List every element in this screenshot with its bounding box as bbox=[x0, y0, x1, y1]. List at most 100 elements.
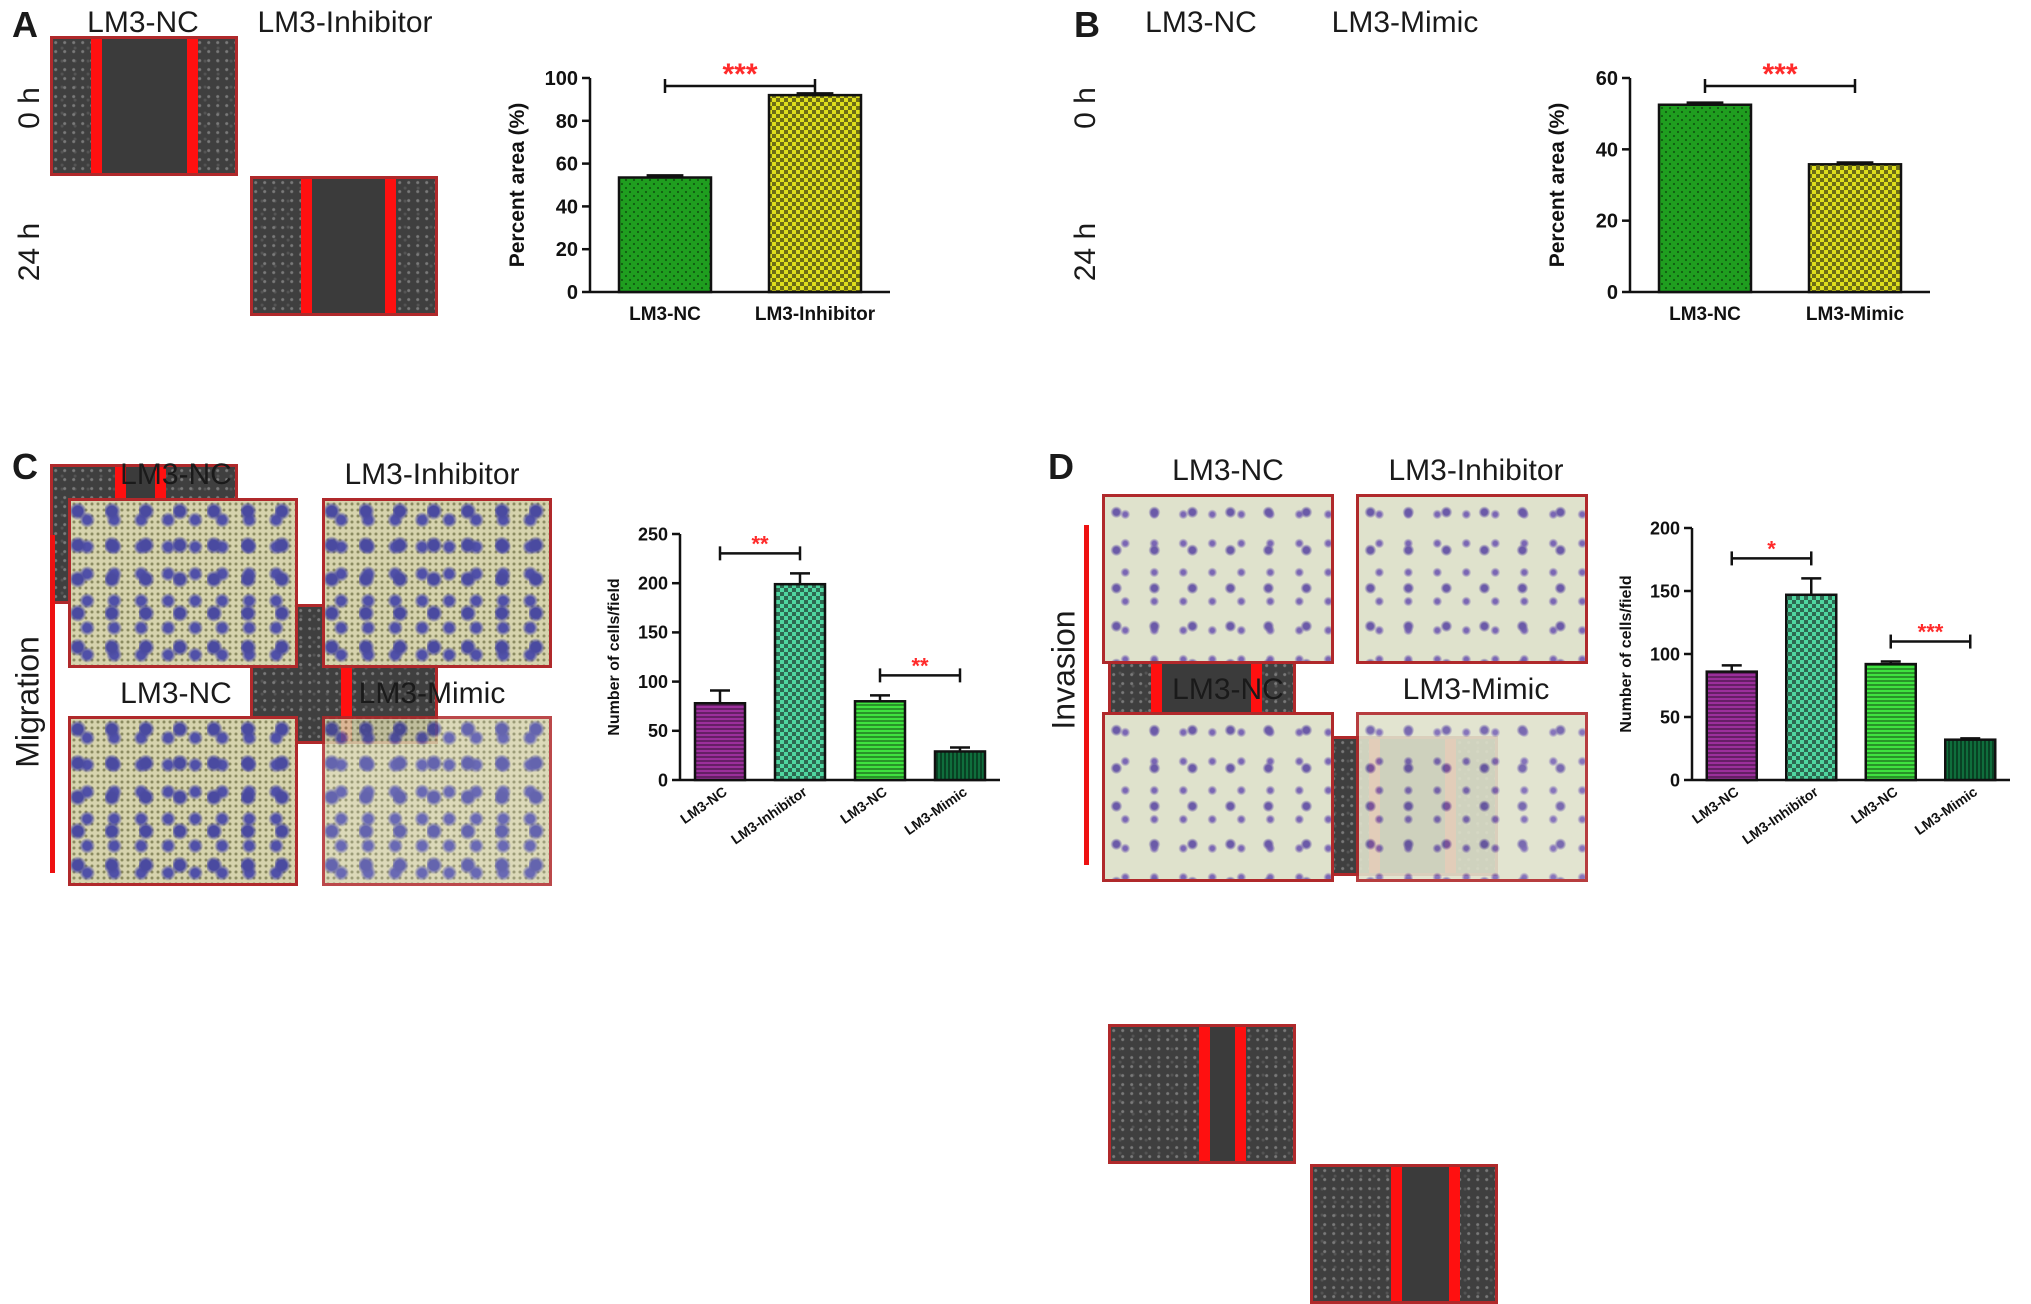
y-tick-label: 40 bbox=[1596, 139, 1618, 161]
y-tick-label: 50 bbox=[648, 721, 668, 741]
scratch-image-a-inhibitor-0h bbox=[250, 176, 438, 316]
y-tick-label: 200 bbox=[638, 574, 668, 594]
bar bbox=[1864, 662, 1917, 782]
y-tick-label: 20 bbox=[556, 239, 578, 261]
migration-image-inhibitor bbox=[322, 498, 552, 668]
wound-edge-line bbox=[301, 179, 312, 313]
invasion-image-nc-bottom bbox=[1102, 712, 1334, 882]
panel-b-col-label-nc: LM3-NC bbox=[1145, 6, 1257, 39]
y-tick-label: 150 bbox=[638, 623, 668, 643]
y-tick-label: 50 bbox=[1660, 707, 1680, 727]
bar bbox=[693, 701, 747, 782]
chart-c-migration: 0 50 100 150 200 250 Number of cells/field LM3-… bbox=[606, 524, 1000, 847]
panel-letter-d: D bbox=[1048, 446, 1074, 487]
wound-edge-line bbox=[1391, 1167, 1402, 1301]
wound-edge-line bbox=[385, 179, 396, 313]
x-tick-label: LM3-NC bbox=[1669, 304, 1741, 325]
panel-c-col-label-bottom-nc: LM3-NC bbox=[120, 677, 232, 710]
invasion-image-inhibitor bbox=[1356, 494, 1588, 664]
y-tick-label: 20 bbox=[1596, 211, 1618, 233]
y-tick-label: 150 bbox=[1650, 581, 1680, 601]
wound-edge-line bbox=[341, 607, 352, 741]
significance-label: *** bbox=[1762, 58, 1797, 91]
panel-c-col-label-top-inhibitor: LM3-Inhibitor bbox=[344, 458, 520, 491]
panel-a-col-label-nc: LM3-NC bbox=[87, 6, 199, 39]
significance-label: *** bbox=[722, 58, 757, 91]
bar bbox=[1807, 163, 1903, 294]
y-tick-label: 80 bbox=[556, 111, 578, 133]
x-tick-label: LM3-Mimic bbox=[1912, 783, 1981, 838]
panel-d-side-bar bbox=[1084, 525, 1089, 865]
panel-c-side-bar bbox=[50, 535, 55, 873]
y-tick-label: 0 bbox=[1670, 770, 1680, 790]
panel-a-row-label-24h: 24 h bbox=[13, 222, 46, 282]
panel-d-col-label-top-nc: LM3-NC bbox=[1172, 454, 1284, 487]
invasion-image-nc-top bbox=[1102, 494, 1334, 664]
chart-a-percent-area: 0 20 40 60 80 100 Percent area (%) LM3-NC LM3-In… bbox=[506, 58, 890, 325]
y-tick-label: 0 bbox=[658, 770, 668, 790]
wound-edge-line bbox=[1251, 599, 1262, 733]
x-tick-label: LM3-NC bbox=[677, 783, 730, 826]
y-tick-label: 60 bbox=[1596, 68, 1618, 90]
wound-edge-line bbox=[1199, 1027, 1210, 1161]
x-tick-label: LM3-NC bbox=[1848, 783, 1901, 826]
y-tick-label: 250 bbox=[638, 524, 668, 544]
panel-a-col-label-inhibitor: LM3-Inhibitor bbox=[257, 6, 433, 39]
bar bbox=[1705, 670, 1758, 782]
panel-letter-c: C bbox=[12, 446, 38, 487]
bar bbox=[773, 582, 827, 782]
significance-label: *** bbox=[1918, 620, 1944, 645]
y-tick-label: 100 bbox=[545, 68, 578, 90]
panel-b-row-label-0h: 0 h bbox=[1069, 87, 1102, 129]
wound-edge-line bbox=[91, 39, 102, 173]
panel-d-side-label: Invasion bbox=[1045, 610, 1082, 730]
panel-d-col-label-bottom-mimic: LM3-Mimic bbox=[1402, 673, 1550, 706]
x-tick-label: LM3-NC bbox=[837, 783, 890, 826]
scratch-image-b-nc-24h bbox=[1108, 1024, 1296, 1164]
y-tick-label: 100 bbox=[638, 672, 668, 692]
y-axis-title: Percent area (%) bbox=[1546, 103, 1569, 268]
migration-image-mimic bbox=[322, 716, 552, 886]
scratch-image-b-mimic-24h bbox=[1310, 1164, 1498, 1304]
y-tick-label: 40 bbox=[556, 196, 578, 218]
panel-b-col-label-mimic: LM3-Mimic bbox=[1331, 6, 1479, 39]
wound-edge-line bbox=[1449, 1167, 1460, 1301]
y-tick-label: 0 bbox=[567, 282, 578, 304]
panel-b-row-label-24h: 24 h bbox=[1069, 222, 1102, 282]
invasion-image-mimic bbox=[1356, 712, 1588, 882]
wound-edge-line bbox=[1151, 599, 1162, 733]
panel-c-col-label-top-nc: LM3-NC bbox=[120, 458, 232, 491]
x-tick-label: LM3-NC bbox=[629, 304, 701, 325]
bar bbox=[1785, 593, 1838, 782]
bar bbox=[1657, 103, 1753, 294]
x-tick-label: LM3-Inhibitor bbox=[1739, 783, 1821, 847]
x-tick-label: LM3-NC bbox=[1689, 783, 1742, 826]
bar bbox=[933, 750, 987, 782]
y-axis-title: Number of cells/field bbox=[606, 578, 623, 735]
significance-label: ** bbox=[911, 653, 929, 678]
bar bbox=[853, 700, 907, 782]
y-axis-title: Number of cells/field bbox=[1618, 575, 1635, 732]
x-tick-label: LM3-Mimic bbox=[901, 783, 970, 838]
panel-letter-b: B bbox=[1074, 4, 1100, 45]
y-axis-title: Percent area (%) bbox=[506, 103, 529, 268]
panel-letter-a: A bbox=[12, 4, 38, 45]
bar bbox=[767, 93, 863, 294]
migration-image-nc-bottom bbox=[68, 716, 298, 886]
x-tick-label: LM3-Inhibitor bbox=[755, 304, 876, 325]
significance-label: * bbox=[1767, 536, 1776, 561]
y-tick-label: 100 bbox=[1650, 644, 1680, 664]
panel-c-side-label: Migration bbox=[9, 636, 46, 768]
significance-label: ** bbox=[751, 531, 769, 556]
y-tick-label: 200 bbox=[1650, 518, 1680, 538]
scratch-image-a-nc-0h bbox=[50, 36, 238, 176]
y-tick-label: 60 bbox=[556, 154, 578, 176]
y-tick-label: 0 bbox=[1607, 282, 1618, 304]
bar bbox=[617, 176, 713, 294]
panel-d-col-label-top-inhibitor: LM3-Inhibitor bbox=[1388, 454, 1564, 487]
panel-d-col-label-bottom-nc: LM3-NC bbox=[1172, 673, 1284, 706]
chart-b-percent-area: 0 20 40 60 Percent area (%) LM3-NC LM3-Mimic **… bbox=[1546, 58, 1930, 325]
x-tick-label: LM3-Inhibitor bbox=[728, 783, 810, 847]
panel-a-row-label-0h: 0 h bbox=[13, 87, 46, 129]
